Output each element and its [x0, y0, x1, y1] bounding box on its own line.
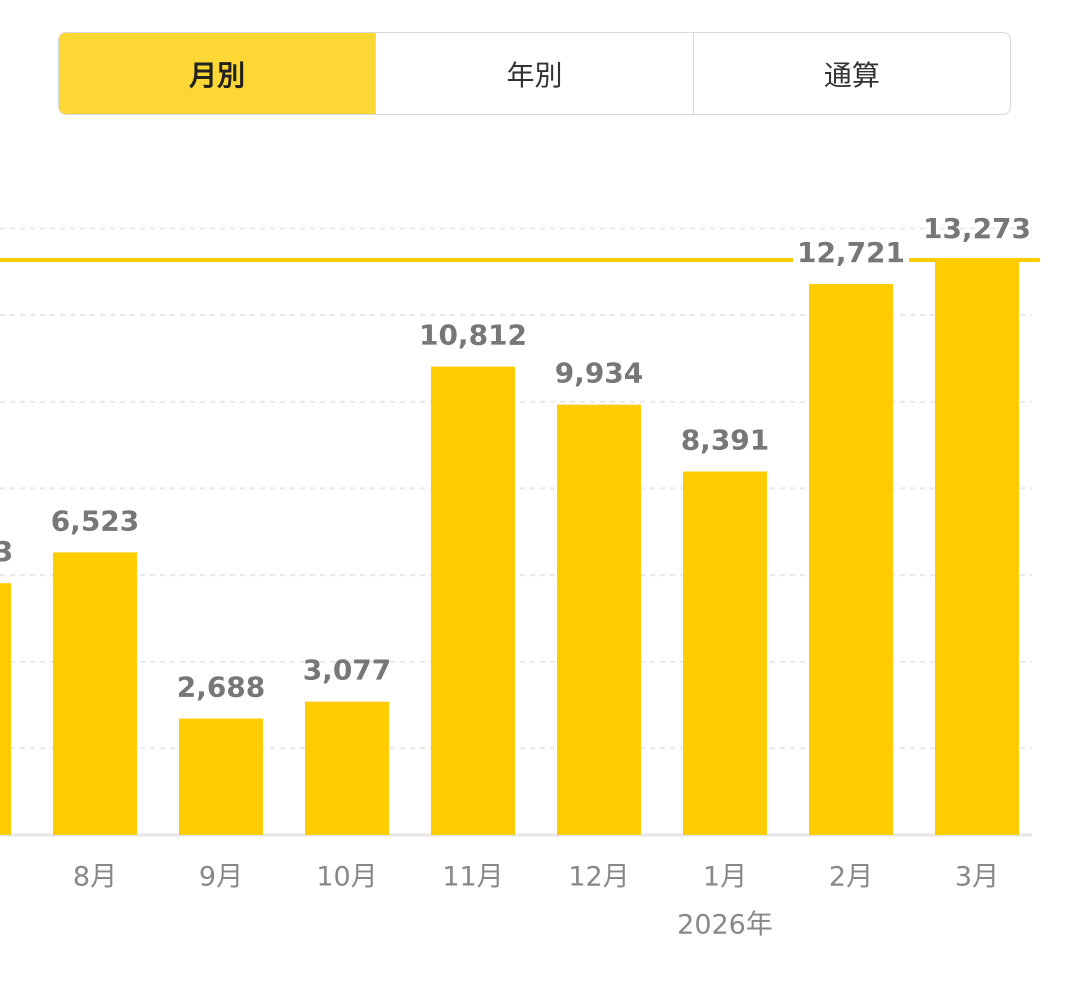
bar	[179, 718, 263, 835]
x-tick-label: 12月	[568, 862, 629, 893]
bar	[305, 701, 389, 835]
value-label: 2,688	[177, 671, 266, 704]
x-tick-label: 8月	[73, 862, 117, 893]
value-label: 8,391	[681, 423, 770, 456]
value-label: 10,812	[419, 319, 527, 352]
x-tick-label: 2月	[829, 862, 873, 893]
bar	[557, 404, 641, 835]
bar	[683, 471, 767, 835]
x-tick-label: 9月	[199, 862, 243, 893]
bar	[431, 366, 515, 835]
tab[interactable]: 通算	[692, 33, 1010, 114]
tab[interactable]: 月別	[59, 33, 376, 114]
value-label: 13,273	[923, 212, 1031, 245]
value-label: 3,077	[303, 654, 392, 687]
x-tick-label: 10月	[316, 862, 377, 893]
value-label: 12,721	[797, 236, 905, 269]
x-sublabel: 2026年	[677, 910, 773, 941]
value-label: 5,813	[0, 535, 13, 568]
tab-bar: 月別 年別 通算	[58, 32, 1011, 115]
bar	[53, 552, 137, 835]
value-label: 6,523	[51, 504, 140, 537]
bar	[809, 283, 893, 836]
tab[interactable]: 年別	[375, 33, 692, 114]
x-tick-label: 1月	[703, 862, 747, 893]
label-bg	[792, 235, 910, 269]
x-tick-label: 11月	[442, 862, 503, 893]
bar	[0, 583, 11, 835]
value-label: 9,934	[555, 357, 644, 390]
bar	[935, 259, 1019, 835]
x-tick-label: 3月	[955, 862, 999, 893]
